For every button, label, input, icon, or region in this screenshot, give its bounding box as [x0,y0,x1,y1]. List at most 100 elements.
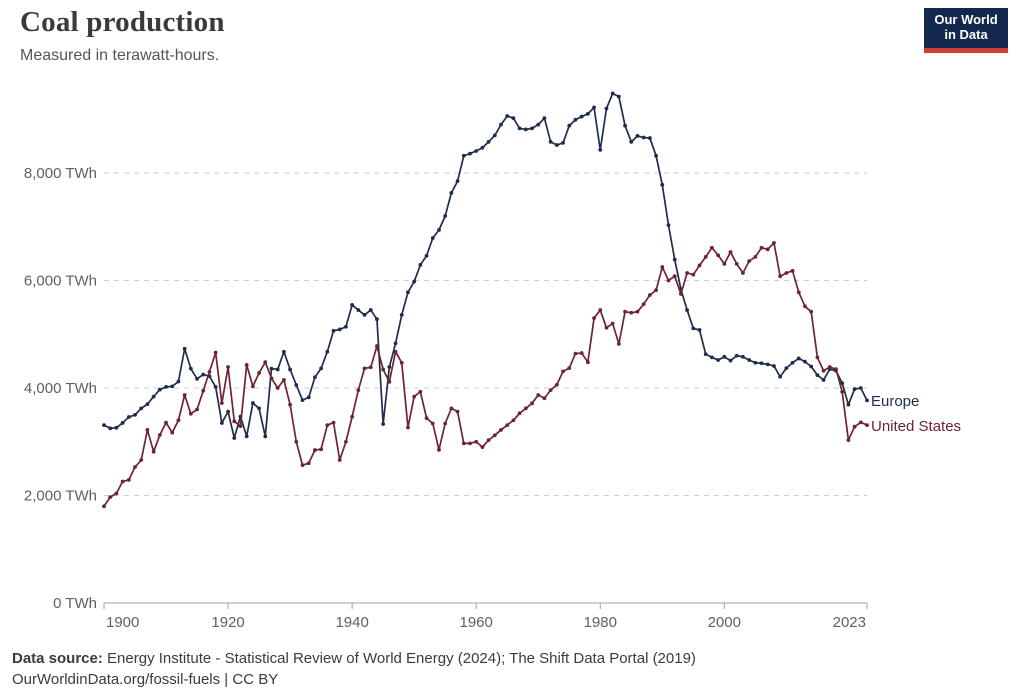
europe-data-point[interactable] [406,290,410,295]
united-states-data-point[interactable] [480,445,485,450]
europe-data-point[interactable] [170,384,175,389]
europe-data-point[interactable] [288,367,292,372]
europe-data-point[interactable] [275,367,280,372]
europe-data-point[interactable] [635,134,640,138]
united-states-data-point[interactable] [840,389,845,394]
united-states-data-point[interactable] [139,458,144,462]
europe-data-point[interactable] [443,214,448,218]
united-states-data-point[interactable] [424,416,429,420]
europe-data-point[interactable] [734,353,739,358]
united-states-data-point[interactable] [691,272,696,277]
united-states-data-point[interactable] [846,438,851,443]
europe-data-point[interactable] [685,308,690,312]
europe-data-point[interactable] [269,366,274,371]
europe-data-point[interactable] [716,358,721,362]
united-states-data-point[interactable] [275,386,280,390]
united-states-data-point[interactable] [126,478,131,482]
united-states-data-point[interactable] [207,369,212,374]
europe-data-point[interactable] [691,326,696,331]
united-states-data-point[interactable] [530,401,534,406]
united-states-data-point[interactable] [728,250,733,254]
europe-data-point[interactable] [852,387,857,391]
europe-data-point[interactable] [399,313,404,317]
europe-data-point[interactable] [778,374,783,379]
united-states-data-point[interactable] [294,439,299,444]
europe-data-point[interactable] [505,114,510,118]
europe-data-point[interactable] [219,421,224,425]
europe-data-point[interactable] [561,141,565,145]
europe-data-point[interactable] [151,394,156,399]
united-states-data-point[interactable] [201,388,206,393]
united-states-data-point[interactable] [474,439,479,444]
europe-data-point[interactable] [753,360,758,365]
united-states-data-point[interactable] [765,247,770,252]
united-states-data-point[interactable] [387,379,392,384]
united-states-data-point[interactable] [722,261,727,266]
europe-data-point[interactable] [319,366,324,371]
united-states-data-point[interactable] [790,268,795,273]
europe-data-point[interactable] [840,381,845,386]
europe-data-point[interactable] [381,422,386,426]
united-states-data-point[interactable] [325,423,330,427]
united-states-data-point[interactable] [300,463,305,468]
united-states-data-point[interactable] [753,254,758,259]
europe-data-point[interactable] [858,386,863,390]
europe-data-point[interactable] [176,379,181,384]
united-states-data-point[interactable] [176,418,181,423]
europe-data-point[interactable] [815,373,820,377]
europe-data-point[interactable] [592,105,596,110]
europe-data-point[interactable] [641,135,646,140]
europe-data-point[interactable] [647,136,652,140]
united-states-data-point[interactable] [672,274,677,279]
united-states-data-point[interactable] [102,504,106,509]
united-states-data-point[interactable] [796,290,801,295]
series-label-europe[interactable]: Europe [871,393,920,410]
united-states-data-point[interactable] [461,441,466,446]
united-states-data-point[interactable] [182,393,187,397]
europe-data-point[interactable] [536,122,541,127]
europe-data-point[interactable] [772,364,776,368]
united-states-data-point[interactable] [288,402,292,407]
united-states-data-point[interactable] [654,288,658,293]
united-states-data-point[interactable] [164,420,168,425]
united-states-data-point[interactable] [120,479,125,484]
united-states-data-point[interactable] [362,366,367,371]
united-states-data-point[interactable] [616,342,621,346]
united-states-data-point[interactable] [381,367,386,372]
united-states-data-point[interactable] [741,271,745,275]
series-label-united-states[interactable]: United States [871,418,962,435]
europe-data-point[interactable] [300,398,305,402]
europe-data-point[interactable] [362,313,367,317]
united-states-data-point[interactable] [834,367,838,372]
europe-data-point[interactable] [710,355,714,360]
united-states-data-point[interactable] [157,433,162,437]
europe-data-point[interactable] [672,257,677,262]
united-states-data-point[interactable] [803,304,807,309]
europe-data-point[interactable] [263,434,268,439]
europe-data-point[interactable] [368,308,373,312]
united-states-data-point[interactable] [641,302,646,307]
united-states-data-point[interactable] [244,362,249,367]
europe-data-point[interactable] [598,147,603,152]
united-states-data-point[interactable] [734,261,739,266]
united-states-data-point[interactable] [542,396,547,401]
united-states-data-point[interactable] [114,491,119,496]
europe-data-point[interactable] [796,356,801,361]
europe-data-point[interactable] [294,383,299,387]
united-states-data-point[interactable] [468,441,472,446]
europe-data-point[interactable] [356,308,361,312]
europe-data-point[interactable] [809,364,814,369]
united-states-data-point[interactable] [523,406,528,411]
united-states-data-point[interactable] [610,321,615,326]
europe-data-point[interactable] [412,279,417,284]
europe-data-point[interactable] [492,133,497,138]
united-states-data-point[interactable] [772,240,776,245]
europe-data-point[interactable] [548,139,553,144]
united-states-series[interactable] [102,240,869,509]
europe-data-point[interactable] [418,263,423,267]
europe-data-point[interactable] [139,406,144,411]
europe-data-point[interactable] [573,117,578,122]
united-states-data-point[interactable] [697,263,702,268]
united-states-data-point[interactable] [430,421,435,426]
europe-data-point[interactable] [201,372,206,377]
